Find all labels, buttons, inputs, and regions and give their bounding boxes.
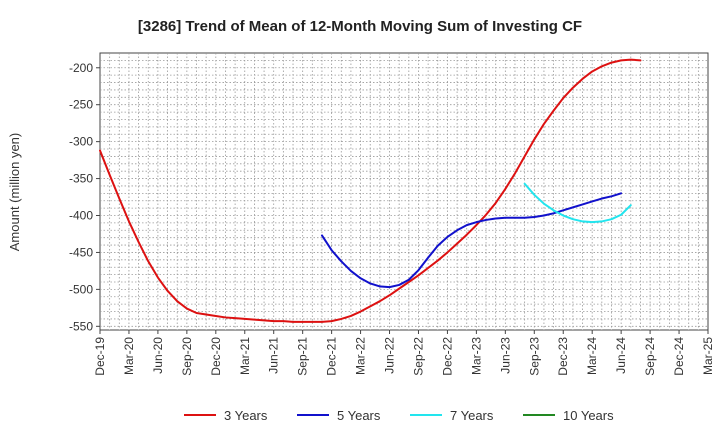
series-line-3-years [99, 58, 642, 323]
y-tick-label: -400 [69, 209, 93, 223]
plot-frame [99, 52, 709, 331]
x-tick-label: Mar-20 [122, 337, 136, 375]
x-tick-label: Jun-22 [383, 337, 397, 374]
y-tick-label: -250 [69, 98, 93, 112]
y-tick-label: -300 [69, 135, 93, 149]
y-tick-label: -200 [69, 61, 93, 75]
legend-label-3-years: 3 Years [224, 408, 268, 423]
legend: 3 Years 5 Years 7 Years 10 Years [184, 408, 614, 423]
x-tick-label: Dec-22 [440, 337, 454, 376]
y-axis-ticks: -200 -250 -300 -350 -400 -450 -500 -550 [69, 61, 100, 333]
y-tick-label: -350 [69, 172, 93, 186]
x-tick-label: Sep-24 [643, 337, 657, 376]
x-tick-label: Jun-20 [151, 337, 165, 374]
x-tick-label: Dec-23 [556, 337, 570, 376]
x-tick-label: Dec-24 [672, 337, 686, 376]
y-tick-label: -550 [69, 319, 93, 333]
series-line-7-years [523, 182, 632, 224]
legend-label-10-years: 10 Years [563, 408, 614, 423]
x-tick-label: Jun-21 [267, 337, 281, 374]
x-tick-label: Dec-21 [325, 337, 339, 376]
x-tick-label: Sep-23 [527, 337, 541, 376]
x-tick-label: Dec-20 [209, 337, 223, 376]
x-tick-label: Dec-19 [93, 337, 107, 376]
series-lines [99, 58, 642, 323]
plot-area [99, 52, 709, 331]
x-tick-label: Jun-24 [614, 337, 628, 374]
y-tick-label: -500 [69, 282, 93, 296]
x-tick-label: Sep-21 [296, 337, 310, 376]
x-tick-label: Jun-23 [498, 337, 512, 374]
series-line-5-years [320, 192, 623, 289]
legend-label-7-years: 7 Years [450, 408, 494, 423]
vertical-gridlines [109, 53, 699, 330]
x-tick-label: Mar-21 [238, 337, 252, 375]
chart-title: [3286] Trend of Mean of 12-Month Moving … [138, 18, 582, 35]
x-tick-label: Sep-22 [411, 337, 425, 376]
x-tick-label: Mar-23 [469, 337, 483, 375]
x-tick-label: Sep-20 [180, 337, 194, 376]
x-tick-label: Mar-24 [585, 337, 599, 375]
x-tick-label: Mar-25 [701, 337, 715, 375]
legend-label-5-years: 5 Years [337, 408, 381, 423]
y-axis-label: Amount (million yen) [7, 133, 22, 252]
x-tick-label: Mar-22 [354, 337, 368, 375]
y-tick-label: -450 [69, 245, 93, 259]
x-axis-ticks: Dec-19 Mar-20 Jun-20 Sep-20 Dec-20 Mar-21 Jun-… [93, 330, 715, 376]
